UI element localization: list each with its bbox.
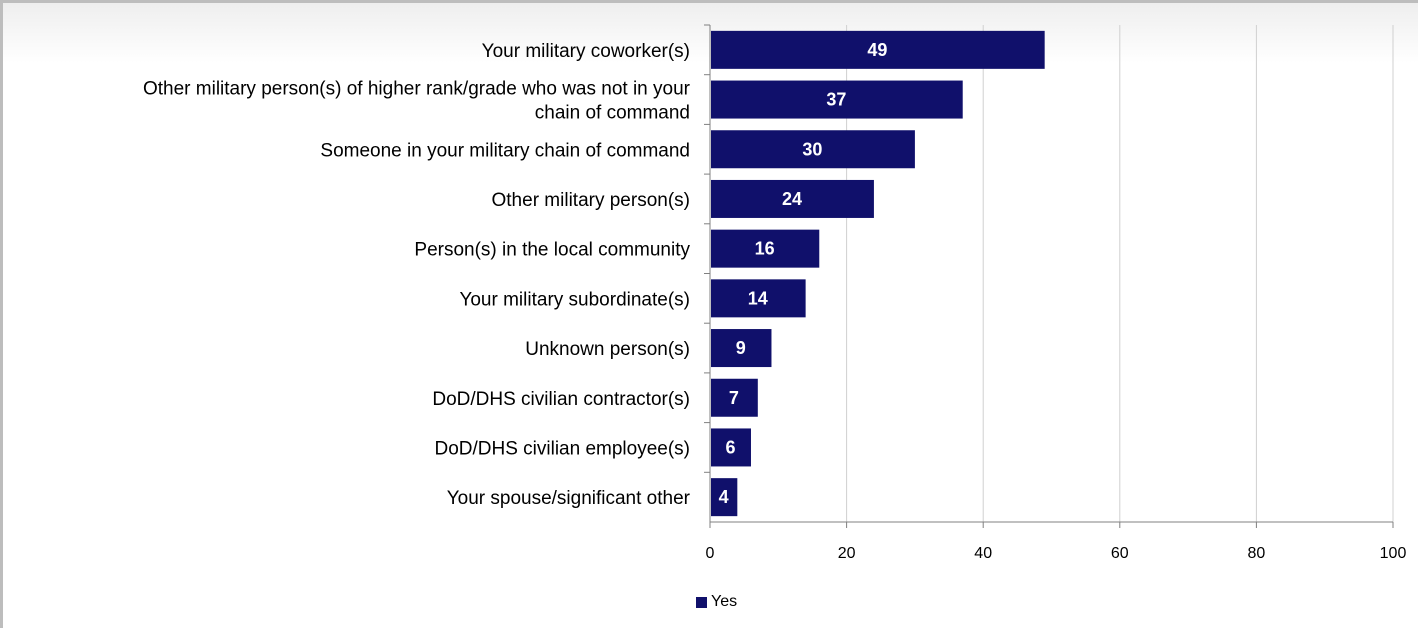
- bar: [711, 279, 806, 318]
- category-label: Other military person(s) of higher rank/…: [143, 79, 691, 124]
- category-label-line: chain of command: [535, 103, 690, 124]
- value-label: 14: [748, 288, 768, 308]
- category-label: Your military subordinate(s): [459, 289, 690, 310]
- bar: [711, 30, 1045, 69]
- bar-chart: 49 37 30 24 16 14 9 7 6 4 0 20 40 60 80 100 Your milit…: [143, 24, 1407, 562]
- bars: 49 37 30 24 16 14 9 7 6 4: [711, 30, 1045, 517]
- value-label: 4: [719, 487, 729, 507]
- bar: [711, 80, 963, 119]
- category-label-line: Person(s) in the local community: [414, 240, 690, 261]
- legend-label: Yes: [711, 593, 738, 610]
- category-label-line: DoD/DHS civilian contractor(s): [432, 389, 690, 410]
- category-label: DoD/DHS civilian contractor(s): [432, 389, 690, 410]
- value-label: 7: [729, 388, 739, 408]
- category-labels: Your military coworker(s) Other military …: [143, 41, 691, 509]
- category-label: Person(s) in the local community: [414, 240, 690, 261]
- value-label: 9: [736, 338, 746, 358]
- category-label-line: Unknown person(s): [525, 339, 690, 360]
- bar: [711, 179, 874, 218]
- x-tick-label: 60: [1111, 545, 1129, 562]
- x-tick-label: 0: [706, 545, 715, 562]
- bar: [711, 329, 772, 368]
- bar: [711, 130, 915, 169]
- category-label-line: Someone in your military chain of comman…: [320, 140, 690, 161]
- category-label-line: Your spouse/significant other: [447, 488, 691, 509]
- value-label: 16: [755, 239, 775, 259]
- category-label: Unknown person(s): [525, 339, 690, 360]
- category-label: Other military person(s): [492, 190, 691, 211]
- axes: 0 20 40 60 80 100: [704, 24, 1407, 562]
- legend-swatch: [696, 596, 707, 608]
- bar: [711, 229, 820, 268]
- bar: [711, 478, 738, 517]
- value-label: 37: [826, 90, 846, 110]
- x-tick-label: 80: [1248, 545, 1266, 562]
- category-label-line: Other military person(s): [492, 190, 691, 211]
- value-label: 30: [802, 139, 822, 159]
- category-label-line: DoD/DHS civilian employee(s): [434, 438, 690, 459]
- value-label: 49: [867, 40, 887, 60]
- category-label: Someone in your military chain of comman…: [320, 140, 690, 161]
- category-label: Your military coworker(s): [482, 41, 690, 62]
- gridlines: [846, 25, 1394, 522]
- x-tick-label: 20: [838, 545, 856, 562]
- category-label-line: Other military person(s) of higher rank/…: [143, 79, 691, 100]
- x-tick-label: 100: [1380, 545, 1407, 562]
- category-label: DoD/DHS civilian employee(s): [434, 438, 690, 459]
- category-label: Your spouse/significant other: [447, 488, 691, 509]
- legend: Yes: [696, 593, 737, 611]
- category-label-line: Your military subordinate(s): [459, 289, 690, 310]
- x-tick-label: 40: [974, 545, 992, 562]
- bar: [711, 428, 751, 467]
- value-label: 24: [782, 189, 802, 209]
- category-label-line: Your military coworker(s): [482, 41, 690, 62]
- bar: [711, 378, 758, 417]
- value-label: 6: [725, 437, 735, 457]
